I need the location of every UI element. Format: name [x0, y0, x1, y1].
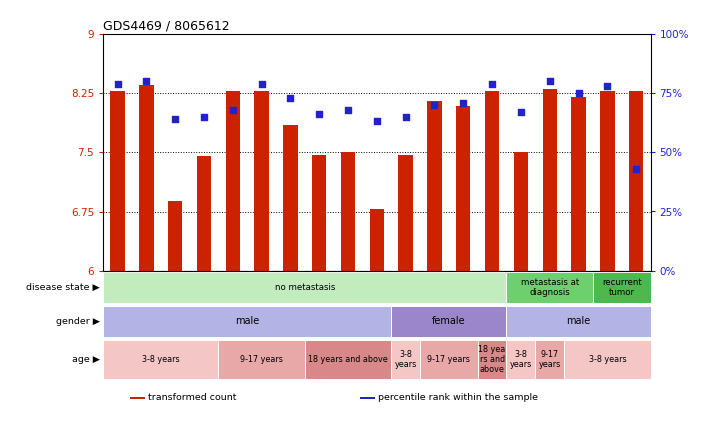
- Point: [515, 109, 527, 115]
- Bar: [360, 397, 375, 399]
- Bar: [478, 340, 506, 379]
- Bar: [168, 201, 182, 271]
- Text: 3-8 years: 3-8 years: [142, 355, 180, 364]
- Bar: [427, 101, 442, 271]
- Text: age ▶: age ▶: [72, 355, 100, 364]
- Text: recurrent
tumor: recurrent tumor: [602, 278, 641, 297]
- Bar: [139, 85, 154, 271]
- Point: [198, 113, 210, 120]
- Bar: [593, 272, 651, 303]
- Text: male: male: [567, 316, 591, 327]
- Point: [458, 99, 469, 106]
- Text: 9-17 years: 9-17 years: [427, 355, 470, 364]
- Text: metastasis at
diagnosis: metastasis at diagnosis: [520, 278, 579, 297]
- Point: [314, 111, 325, 118]
- Bar: [456, 107, 471, 271]
- Text: 3-8
years: 3-8 years: [510, 350, 532, 369]
- Bar: [564, 340, 651, 379]
- Text: 18 yea
rs and
above: 18 yea rs and above: [479, 345, 506, 374]
- Bar: [103, 272, 506, 303]
- Bar: [485, 91, 499, 271]
- Bar: [506, 272, 593, 303]
- Text: gender ▶: gender ▶: [55, 317, 100, 326]
- Text: female: female: [432, 316, 466, 327]
- Bar: [513, 152, 528, 271]
- Bar: [600, 91, 614, 271]
- Bar: [341, 152, 356, 271]
- Bar: [103, 306, 391, 337]
- Bar: [535, 340, 564, 379]
- Bar: [283, 126, 298, 271]
- Bar: [420, 340, 478, 379]
- Point: [141, 78, 152, 85]
- Bar: [255, 91, 269, 271]
- Bar: [391, 340, 420, 379]
- Point: [371, 118, 383, 125]
- Point: [227, 106, 238, 113]
- Point: [544, 78, 555, 85]
- Text: disease state ▶: disease state ▶: [26, 283, 100, 292]
- Bar: [305, 340, 391, 379]
- Point: [602, 82, 613, 89]
- Point: [256, 80, 267, 87]
- Point: [400, 113, 412, 120]
- Point: [573, 90, 584, 96]
- Text: male: male: [235, 316, 260, 327]
- Text: 9-17
years: 9-17 years: [539, 350, 561, 369]
- Bar: [197, 156, 211, 271]
- Bar: [398, 155, 413, 271]
- Bar: [629, 91, 643, 271]
- Text: percentile rank within the sample: percentile rank within the sample: [378, 393, 538, 402]
- Bar: [218, 340, 305, 379]
- Point: [342, 106, 353, 113]
- Bar: [572, 97, 586, 271]
- Bar: [506, 306, 651, 337]
- Text: 18 years and above: 18 years and above: [308, 355, 388, 364]
- Bar: [370, 209, 384, 271]
- Point: [429, 102, 440, 108]
- Text: 3-8
years: 3-8 years: [395, 350, 417, 369]
- Text: 9-17 years: 9-17 years: [240, 355, 283, 364]
- Text: no metastasis: no metastasis: [274, 283, 335, 292]
- Bar: [110, 91, 124, 271]
- Bar: [542, 89, 557, 271]
- Point: [631, 165, 642, 172]
- Point: [112, 80, 123, 87]
- Text: transformed count: transformed count: [148, 393, 237, 402]
- Bar: [131, 397, 145, 399]
- Point: [486, 80, 498, 87]
- Text: GDS4469 / 8065612: GDS4469 / 8065612: [103, 20, 230, 33]
- Bar: [391, 306, 506, 337]
- Point: [284, 94, 296, 101]
- Text: 3-8 years: 3-8 years: [589, 355, 626, 364]
- Point: [169, 116, 181, 123]
- Bar: [225, 91, 240, 271]
- Bar: [103, 340, 218, 379]
- Bar: [506, 340, 535, 379]
- Bar: [312, 155, 326, 271]
